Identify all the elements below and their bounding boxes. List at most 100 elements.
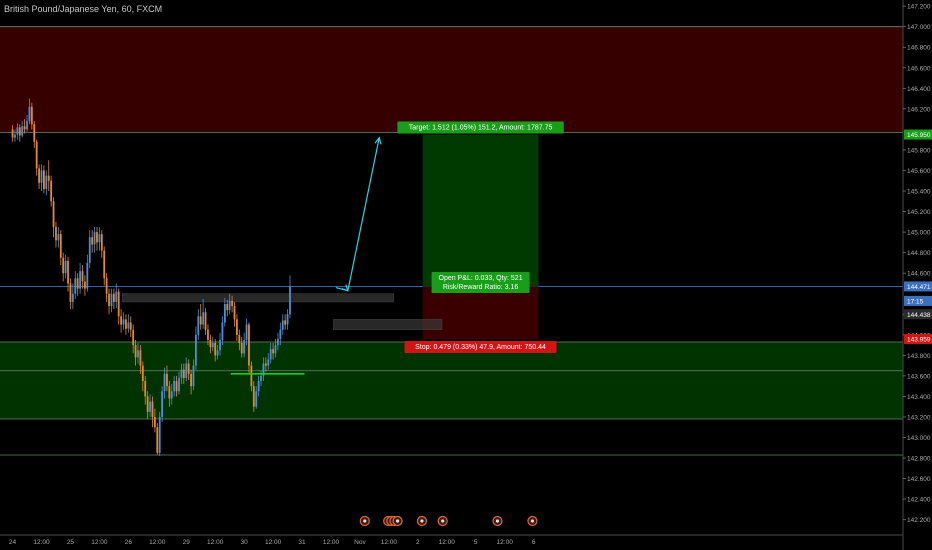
candle [55,226,57,241]
candle [228,300,231,311]
candle [214,343,217,356]
pnl-label-box [431,272,530,294]
candle [134,345,137,358]
target-zone [422,134,539,287]
candle [76,278,79,289]
candle [98,234,101,243]
time-tick-label: 2 [416,539,420,546]
time-tick-label: Nov [354,539,366,546]
time-tick-label: 6 [532,539,536,546]
price-label-box [904,281,932,292]
candle [11,129,14,138]
candle [127,322,130,329]
arrow-head-down [341,284,349,292]
candle [202,312,205,325]
candle [38,168,40,183]
candle [161,391,164,417]
candle [236,319,238,335]
time-tick-label: 29 [183,539,191,546]
candle [57,234,60,241]
candle [226,304,229,311]
price-tick-label: 145.600 [907,168,931,175]
candle [250,365,253,387]
candle [47,175,50,181]
candle [26,121,28,130]
candle [185,363,188,378]
candle [132,329,135,346]
candle [84,281,86,289]
candle [173,381,176,392]
candle [216,350,219,356]
candle [52,201,55,227]
price-label-box [904,295,932,306]
pnl-label: Risk/Reward Ratio: 3.16 [443,284,519,291]
arrow-head [374,136,382,145]
candle [211,343,214,348]
candle [79,271,81,289]
candle [223,304,226,323]
candle [105,278,108,294]
candle [144,381,147,397]
candle [40,170,43,183]
candle [252,386,255,407]
candle [33,124,36,142]
candle [194,334,197,366]
candle [255,391,258,407]
time-tick-label: 12:00 [323,539,340,546]
time-tick-label: 12:00 [439,539,456,546]
candle [264,363,267,366]
candle [115,291,118,302]
candle [257,381,260,392]
price-tick-label: 143.800 [907,353,931,360]
price-tick-label: 146.600 [907,65,931,72]
candle [163,373,166,392]
highlight-box [122,293,395,303]
candle [156,427,159,453]
price-label-box [904,309,932,320]
time-tick-label: 12:00 [33,539,50,546]
stop-label: Stop: 0.479 (0.33%) 47.9, Amount: 750.44 [415,344,546,351]
candle [21,126,24,136]
candle [103,250,106,279]
candle [93,232,96,245]
candle [182,369,185,378]
candle [120,316,123,325]
candle [69,283,72,302]
price-label: 145.950 [907,132,931,139]
chart-title: British Pound/Japanese Yen, 60, FXCM [4,4,163,14]
candle [279,329,282,339]
price-tick-label: 144.600 [907,271,931,278]
candle [129,322,132,330]
candle [260,375,262,382]
time-tick-label: 12:00 [91,539,108,546]
candle [14,134,16,138]
candle [30,106,33,125]
time-tick-label: 31 [298,539,306,546]
event-marker-dot [395,519,400,523]
candle [238,334,241,344]
price-tick-label: 145.000 [907,230,931,237]
stop-zone [422,286,539,340]
candle [231,300,233,307]
price-tick-label: 146.400 [907,86,931,93]
price-label: 143.959 [907,337,931,344]
candle [81,271,84,282]
price-tick-label: 145.200 [907,209,931,216]
stop-label-box [404,341,557,354]
candle [207,329,209,340]
candle [248,324,250,366]
candle [267,359,270,366]
time-tick-label: 5 [474,539,478,546]
candle [168,386,171,399]
price-tick-label: 142.400 [907,497,931,504]
candle [100,234,103,251]
candle [281,320,284,330]
candle [139,350,142,366]
target-label: Target: 1.512 (1.05%) 151.2, Amount: 178… [409,125,553,132]
candle [18,127,21,136]
candle [274,345,277,354]
candle [180,369,183,378]
candle [16,127,19,135]
